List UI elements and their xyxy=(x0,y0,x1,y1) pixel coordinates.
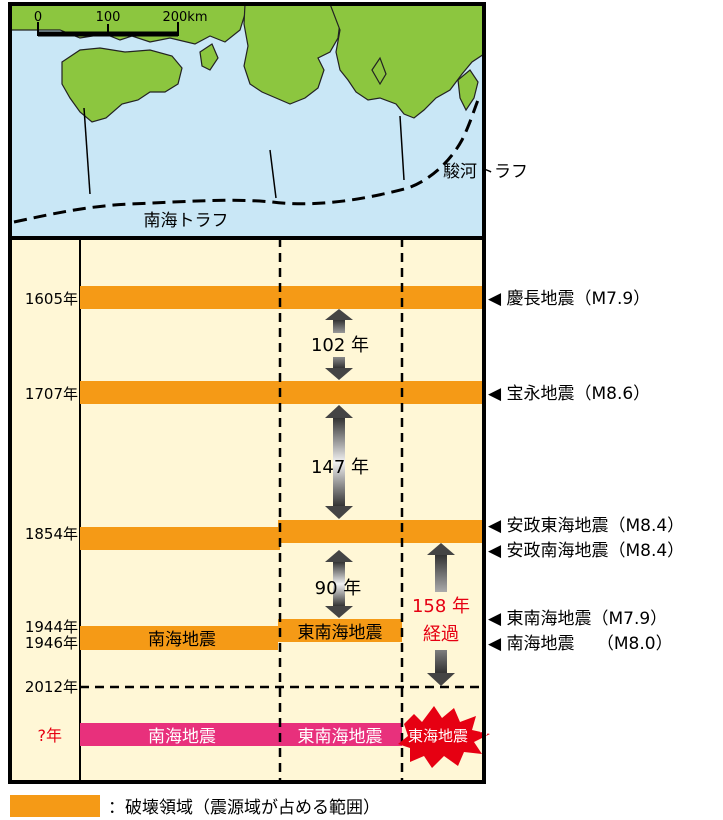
land-shikoku xyxy=(61,47,183,123)
future-label-nankai: 南海地震 xyxy=(148,727,216,747)
land-tokai xyxy=(329,3,485,119)
rupture-bar-1605 xyxy=(80,286,482,309)
year-label-1605: 1605年 xyxy=(25,290,78,308)
rupture-bar-1854-tokai xyxy=(278,520,482,543)
scale-label-200km: 200km xyxy=(162,10,207,25)
interval-label-102: 102 年 xyxy=(311,335,369,356)
tokai-burst-star xyxy=(398,706,490,768)
rupture-bar-1854-nankai xyxy=(80,527,280,550)
scale-label-0: 0 xyxy=(34,10,42,25)
event-keicho: ◀ 慶長地震（M7.9） xyxy=(488,289,650,309)
event-hoei: ◀ 宝永地震（M8.6） xyxy=(488,384,650,404)
land-izu xyxy=(457,69,479,112)
year-label-1707: 1707年 xyxy=(25,385,78,403)
timeline-background xyxy=(10,238,484,782)
event-ansei-nankai: ◀ 安政南海地震（M8.4） xyxy=(488,541,684,561)
segment-line-1 xyxy=(83,107,91,195)
bar-label-tonankai-1944: 東南海地震 xyxy=(298,623,383,643)
rupture-bar-1944-tonankai xyxy=(278,619,402,642)
event-ansei-tokai: ◀ 安政東海地震（M8.4） xyxy=(488,516,684,536)
rupture-bar-1946-nankai xyxy=(80,626,278,650)
future-bar xyxy=(80,723,402,746)
year-label-future: ?年 xyxy=(38,726,63,745)
land-awaji xyxy=(199,43,219,71)
segment-line-3 xyxy=(399,115,405,181)
interval-label-158: 158 年 xyxy=(412,596,470,617)
segment-line-2 xyxy=(269,149,277,199)
event-labels: ◀ 慶長地震（M7.9） ◀ 宝永地震（M8.6） ◀ 安政東海地震（M8.4）… xyxy=(488,289,684,654)
legend-text: ：破壊領域（震源域が占める範囲） xyxy=(108,798,380,818)
event-nankai: ◀ 南海地震 （M8.0） xyxy=(488,634,673,654)
map-panel: 0 100 200km 駿河トラフ 南海トラフ xyxy=(8,2,528,240)
legend: ：破壊領域（震源域が占める範囲） xyxy=(10,795,380,818)
bar-label-nankai-1946: 南海地震 xyxy=(148,630,216,650)
timeline-panel: 南海地震 東南海地震 南海地震 東南海地震 東海地震 ? 102 年 147 年… xyxy=(8,236,490,784)
future-label-tonankai: 東南海地震 xyxy=(298,727,383,747)
land-kii xyxy=(243,3,341,105)
trough-line xyxy=(13,99,480,224)
legend-swatch xyxy=(10,795,100,817)
interval-label-90: 90 年 xyxy=(315,578,362,599)
interval-label-elapsed: 経過 xyxy=(423,624,459,645)
year-label-1944: 1944年 xyxy=(25,618,78,636)
interval-label-147: 147 年 xyxy=(311,457,369,478)
year-label-2012: 2012年 xyxy=(25,678,78,696)
scale-bar: 0 100 200km xyxy=(34,10,208,37)
land-chita xyxy=(371,56,387,86)
interval-arrow-90 xyxy=(325,550,353,618)
future-label-tokai: 東海地震 xyxy=(408,727,468,745)
interval-arrow-147 xyxy=(325,405,353,519)
year-label-1946: 1946年 xyxy=(25,634,78,652)
scale-label-100: 100 xyxy=(96,10,121,25)
nankai-trough-label: 南海トラフ xyxy=(144,211,229,231)
timeline-frame xyxy=(8,236,486,784)
event-tonankai: ◀ 東南海地震（M7.9） xyxy=(488,609,667,629)
year-label-1854: 1854年 xyxy=(25,525,78,543)
